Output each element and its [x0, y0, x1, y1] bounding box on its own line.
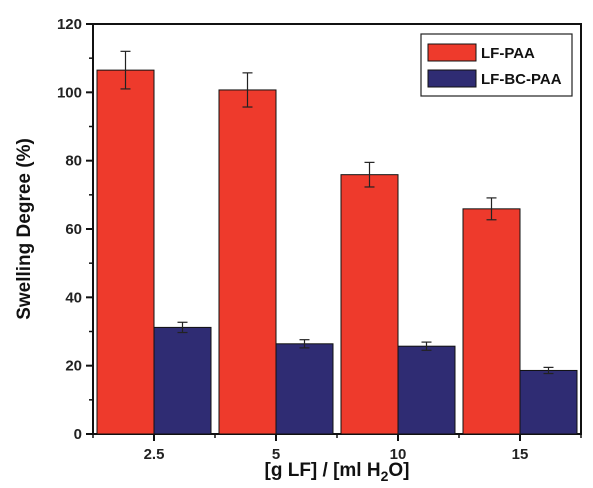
x-tick-label: 10 [390, 446, 407, 463]
x-axis-label-subscript: 2 [381, 468, 389, 484]
y-tick-label: 80 [65, 153, 82, 170]
y-tick-label: 40 [65, 289, 82, 306]
bar-lf-paa [96, 69, 155, 435]
y-tick-label: 0 [74, 426, 82, 443]
x-axis-label: [g LF] / [ml H2O] [265, 460, 410, 484]
x-tick-label: 2.5 [144, 446, 165, 463]
y-axis-label: Swelling Degree (%) [14, 138, 35, 320]
y-tick-label: 20 [65, 358, 82, 375]
x-axis: 2.5 5 10 15 [92, 434, 582, 463]
y-tick-label: 120 [57, 16, 82, 33]
legend-label: LF-PAA [481, 45, 535, 62]
bar-lf-paa [340, 174, 399, 435]
legend-swatch [427, 69, 477, 88]
bar-series [96, 69, 578, 435]
y-tick-label: 100 [57, 84, 82, 101]
error-bars [120, 50, 554, 375]
legend-label: LF-BC-PAA [481, 71, 562, 88]
bar-lf-paa [462, 208, 521, 435]
y-tick-label: 60 [65, 221, 82, 238]
y-axis: 0 20 40 60 80 100 120 [57, 16, 93, 443]
x-axis-label-end: O] [388, 460, 409, 481]
bar-lf-bc-paa [397, 345, 456, 435]
bar-lf-bc-paa [519, 369, 578, 435]
x-tick-label: 15 [512, 446, 529, 463]
bar-lf-bc-paa [275, 343, 334, 435]
legend-swatch [427, 43, 477, 62]
bar-lf-bc-paa [153, 326, 212, 435]
x-axis-label-main: [g LF] / [ml H [265, 460, 381, 481]
bar-lf-paa [218, 89, 277, 435]
x-tick-label: 5 [272, 446, 280, 463]
legend: LF-PAA LF-BC-PAA [420, 33, 573, 97]
